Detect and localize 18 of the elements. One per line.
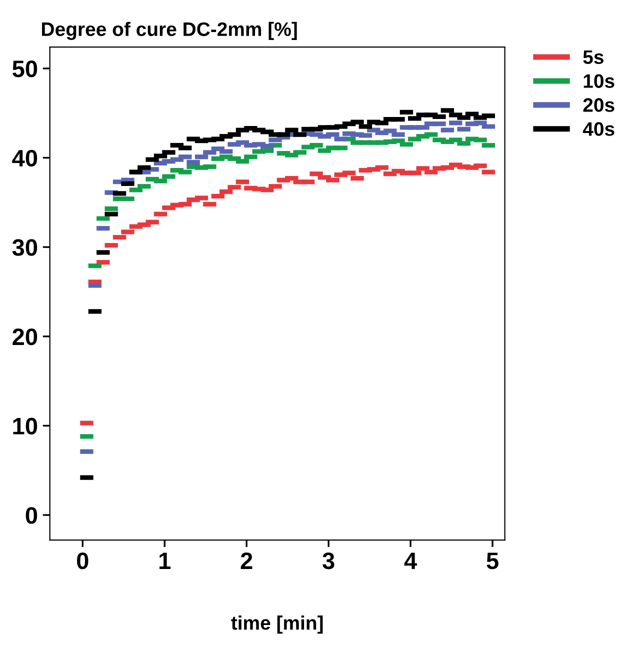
y-tick-label: 30: [12, 239, 38, 256]
x-tick-label: 4: [404, 552, 417, 569]
x-tick-label: 2: [240, 552, 252, 569]
x-tick-label: 3: [322, 552, 334, 570]
legend-label: 10s: [584, 74, 614, 88]
y-tick-label: 10: [13, 418, 38, 434]
legend-label: 5s: [583, 50, 604, 64]
x-tick-label: 0: [77, 552, 88, 570]
y-tick-label: 0: [26, 507, 38, 524]
y-tick-label: 20: [12, 328, 38, 346]
y-tick-label: 40: [12, 150, 38, 167]
x-tick-label: 1: [160, 552, 171, 569]
x-tick-label: 5: [486, 552, 498, 570]
x-axis-title: time [min]: [231, 616, 323, 634]
y-tick-label: 50: [12, 60, 38, 78]
legend-label: 20s: [583, 98, 614, 112]
legend-label: 40s: [582, 122, 614, 136]
chart-title: Degree of cure DC-2mm [%]: [42, 22, 297, 40]
